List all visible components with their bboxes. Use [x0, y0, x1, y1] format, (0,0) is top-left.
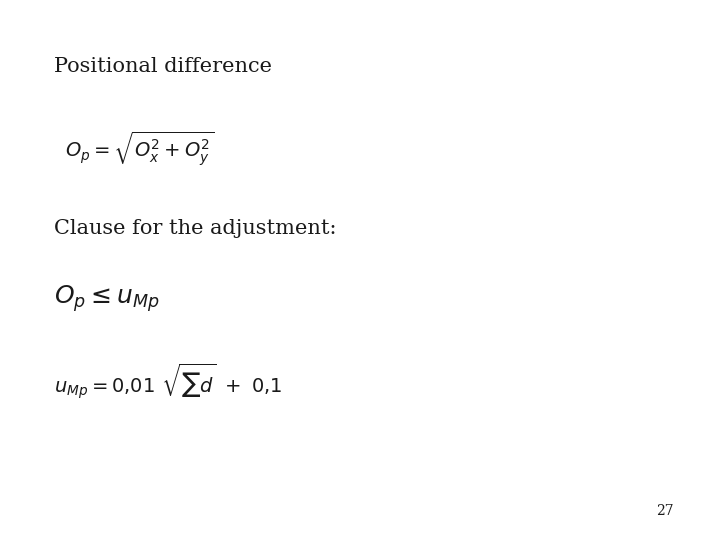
Text: Positional difference: Positional difference: [54, 57, 272, 76]
Text: 27: 27: [656, 504, 673, 518]
Text: $u_{Mp} = 0{,}01\ \sqrt{\sum d}\ +\ 0{,}1$: $u_{Mp} = 0{,}01\ \sqrt{\sum d}\ +\ 0{,}…: [54, 362, 282, 401]
Text: Clause for the adjustment:: Clause for the adjustment:: [54, 219, 336, 238]
Text: $O_p \leq u_{Mp}$: $O_p \leq u_{Mp}$: [54, 284, 159, 314]
Text: $O_p = \sqrt{O_x^2 + O_y^2}$: $O_p = \sqrt{O_x^2 + O_y^2}$: [65, 130, 214, 168]
